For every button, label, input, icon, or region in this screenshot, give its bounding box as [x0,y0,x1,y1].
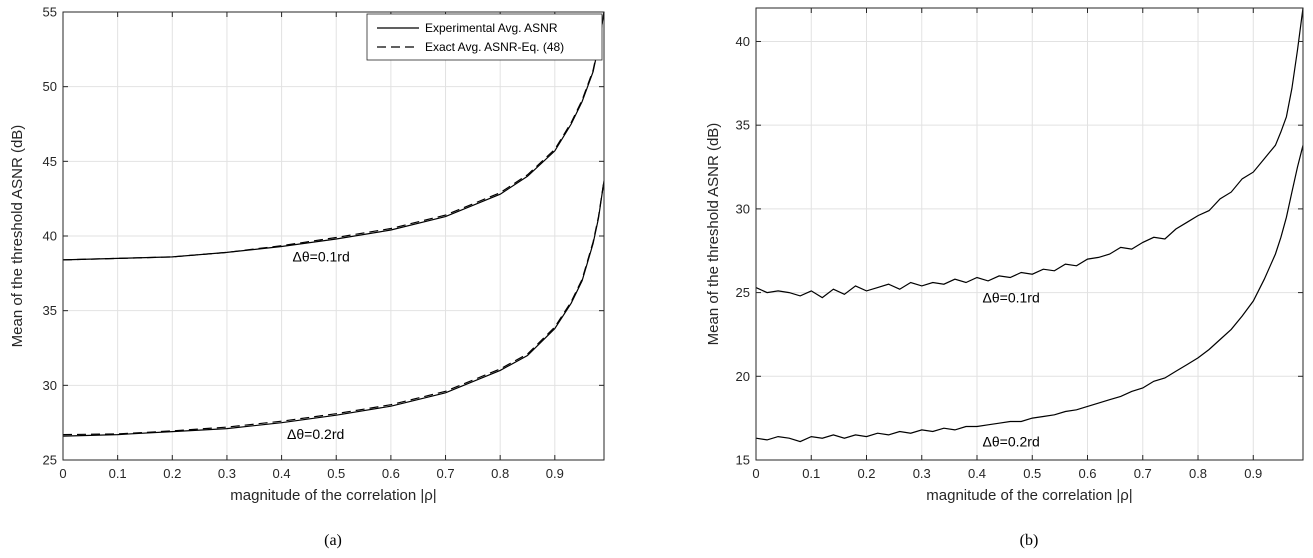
x-tick-label: 0.9 [546,466,564,481]
series-line-1 [755,145,1304,443]
y-tick-label: 30 [736,201,750,216]
y-tick-label: 20 [736,369,750,384]
y-axis-label: Mean of the threshold ASNR (dB) [705,123,722,346]
x-tick-label: 0.8 [1189,466,1207,481]
axes-box [755,7,1304,461]
x-tick-label: 0.5 [327,466,345,481]
legend-box [366,13,603,61]
series-line-0 [755,7,1304,299]
legend: Experimental Avg. ASNR Exact Avg. ASNR-Eq… [366,13,603,61]
y-tick-label: 25 [736,285,750,300]
y-axis-label: Mean of the threshold ASNR (dB) [9,125,26,348]
x-tick-label: 0.6 [382,466,400,481]
x-tick-label: 0.7 [1134,466,1152,481]
annotation-label-0: Δθ=0.1rd [983,290,1040,306]
x-tick-label: 0.3 [913,466,931,481]
x-axis-label: magnitude of the correlation |ρ| [926,487,1132,504]
y-tick-label: 35 [736,118,750,133]
x-axis-label: magnitude of the correlation |ρ| [230,487,436,504]
series-line-3 [62,180,605,436]
panel-caption: (b) [1020,532,1039,549]
x-tick-label: 0.7 [436,466,454,481]
annotation-label-0: Δθ=0.1rd [293,248,350,264]
plot-area [756,8,1303,460]
y-tick-label: 15 [736,453,750,468]
y-tick-label: 55 [43,5,57,20]
x-tick-label: 0.1 [802,466,820,481]
annotation-label-1: Δθ=0.2rd [287,426,344,442]
panel-caption: (a) [324,532,342,549]
x-tick-label: 0.9 [1244,466,1262,481]
x-tick-label: 0 [59,466,66,481]
legend-entry-0: Experimental Avg. ASNR [425,21,558,35]
x-tick-label: 0 [752,466,759,481]
annotation-label-1: Δθ=0.2rd [983,434,1040,450]
x-tick-label: 0.2 [857,466,875,481]
y-tick-label: 30 [43,378,57,393]
x-tick-label: 0.4 [968,466,986,481]
y-tick-label: 40 [736,34,750,49]
x-tick-label: 0.1 [109,466,127,481]
x-tick-label: 0.3 [218,466,236,481]
x-tick-label: 0.4 [273,466,291,481]
x-tick-label: 0.5 [1023,466,1041,481]
series-line-2 [62,180,605,437]
chart-panel-a: 0 0.1 0.2 0.3 0.4 0.5 0.6 0.7 0.8 0.9 25 30 35 40 45 50… [9,5,605,549]
chart-panel-b: 0 0.1 0.2 0.3 0.4 0.5 0.6 0.7 0.8 0.9 15 20 25 30 35 40… [705,7,1304,549]
x-tick-label: 0.2 [163,466,181,481]
y-tick-label: 50 [43,79,57,94]
series-line-0 [62,11,605,261]
legend-entry-1: Exact Avg. ASNR-Eq. (48) [425,40,564,54]
y-tick-label: 45 [43,154,57,169]
y-tick-label: 35 [43,303,57,318]
x-tick-label: 0.8 [491,466,509,481]
x-tick-label: 0.6 [1078,466,1096,481]
y-tick-label: 40 [43,229,57,244]
y-tick-label: 25 [43,453,57,468]
